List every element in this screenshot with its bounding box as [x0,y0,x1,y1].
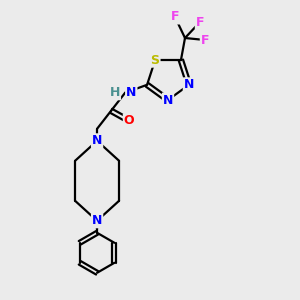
Text: N: N [92,134,102,147]
Text: N: N [126,86,136,99]
Text: N: N [92,214,102,227]
Text: F: F [171,11,179,23]
Text: N: N [163,94,173,106]
Text: F: F [196,16,204,28]
Text: O: O [124,114,134,127]
Text: N: N [184,78,194,91]
Text: S: S [151,54,160,67]
Text: F: F [201,34,209,46]
Text: H: H [110,86,120,99]
